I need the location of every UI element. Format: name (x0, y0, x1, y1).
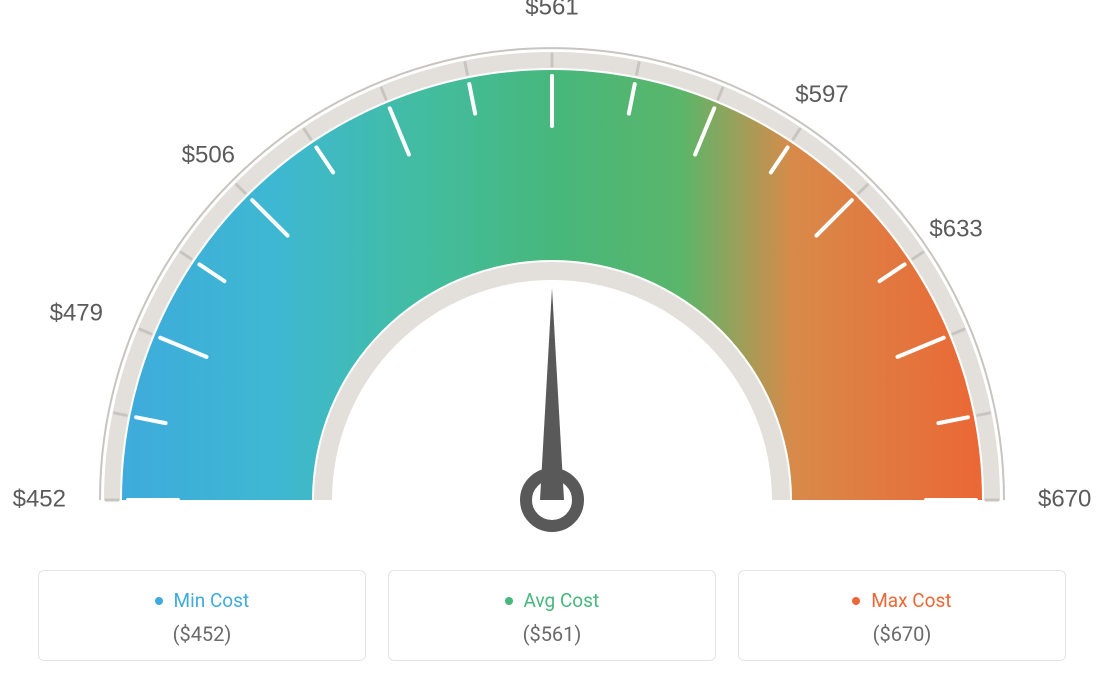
legend-avg-label: Avg Cost (524, 589, 600, 612)
svg-text:$506: $506 (182, 142, 235, 169)
legend-max-dot-icon (852, 597, 860, 605)
legend-avg-title: Avg Cost (401, 589, 703, 612)
legend-max-value: ($670) (751, 622, 1053, 646)
legend-card-max: Max Cost ($670) (738, 570, 1066, 661)
legend-min-dot-icon (155, 597, 163, 605)
svg-text:$670: $670 (1038, 485, 1091, 512)
legend-min-label: Min Cost (174, 589, 250, 612)
legend-max-label: Max Cost (871, 589, 951, 612)
legend-min-value: ($452) (51, 622, 353, 646)
svg-text:$633: $633 (929, 215, 982, 242)
svg-text:$561: $561 (525, 0, 578, 20)
legend-row: Min Cost ($452) Avg Cost ($561) Max Cost… (0, 570, 1104, 661)
legend-card-min: Min Cost ($452) (38, 570, 366, 661)
svg-text:$597: $597 (795, 81, 848, 108)
legend-avg-value: ($561) (401, 622, 703, 646)
gauge-chart: $452 $479 $506 $561 $597 $633 $670 (0, 0, 1104, 570)
legend-card-avg: Avg Cost ($561) (388, 570, 716, 661)
svg-text:$452: $452 (13, 485, 66, 512)
svg-text:$479: $479 (50, 299, 103, 326)
legend-avg-dot-icon (505, 597, 513, 605)
legend-max-title: Max Cost (751, 589, 1053, 612)
chart-container: $452 $479 $506 $561 $597 $633 $670 Min Cost ($… (0, 0, 1104, 690)
legend-min-title: Min Cost (51, 589, 353, 612)
